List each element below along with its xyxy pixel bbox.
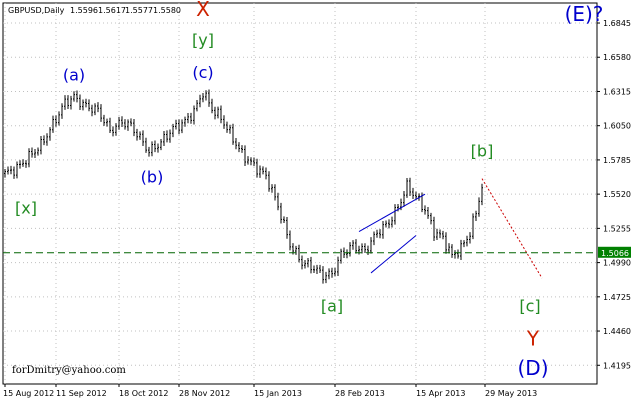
wave-label: (c)	[192, 63, 213, 82]
y-tick-label: 1.5255	[603, 224, 631, 233]
overlay-layer: 1.5066	[3, 178, 631, 279]
y-tick-label: 1.5785	[603, 156, 631, 165]
x-tick-label: 28 Nov 2012	[179, 389, 230, 398]
wave-label: (E)?	[565, 2, 604, 26]
y-tick-label: 1.6050	[603, 122, 631, 131]
x-tick-label: 29 May 2013	[485, 389, 537, 398]
chart-header-high: 1.5617	[98, 6, 126, 15]
x-tick-label: 28 Feb 2013	[335, 389, 385, 398]
axis-layer: 1.6845 1.6580 1.6315 1.6050 1.5785 1.5520 1.52…	[3, 19, 631, 398]
plot-frame	[2, 2, 598, 385]
chart-header-close: 1.5580	[153, 6, 181, 15]
y-tick-label: 1.4990	[603, 259, 631, 268]
author-watermark: forDmitry@yahoo.com	[12, 365, 126, 376]
chart-header-symbol: GBPUSD,Daily	[8, 6, 65, 15]
y-tick-label: 1.4460	[603, 327, 631, 336]
x-tick-label: 18 Oct 2012	[119, 389, 168, 398]
support-price-badge	[598, 246, 631, 258]
wave-label: (b)	[141, 168, 164, 187]
chart-header-open: 1.5596	[70, 6, 98, 15]
x-tick-label: 11 Sep 2012	[56, 389, 107, 398]
y-tick-label: 1.5520	[603, 190, 631, 199]
channel-upper-line	[358, 193, 426, 233]
channel-lower-line	[370, 235, 417, 274]
y-tick-label: 1.4195	[603, 361, 631, 370]
wave-label: (D)	[517, 356, 548, 380]
wave-label: [y]	[192, 31, 214, 50]
label-layer: X [y] (c) (a) (b) [x] [a] [b] [c] Y (D) (E)?	[15, 0, 603, 380]
support-price-label: 1.5066	[601, 249, 629, 258]
wave-label: [c]	[519, 297, 540, 316]
y-tick-label: 1.6845	[603, 19, 631, 28]
grid-layer	[3, 3, 597, 384]
x-tick-label: 15 Jan 2013	[254, 389, 302, 398]
y-tick-label: 1.6315	[603, 87, 631, 96]
chart-header-low: 1.5577	[125, 6, 153, 15]
x-tick-label: 15 Apr 2013	[416, 389, 465, 398]
wave-label: [b]	[471, 142, 494, 161]
wave-label: [a]	[321, 297, 343, 316]
wave-label: (a)	[63, 65, 85, 84]
wave-label: X	[196, 0, 210, 21]
projection-line	[481, 178, 543, 279]
y-tick-label: 1.6580	[603, 53, 631, 62]
wave-label: Y	[526, 326, 540, 350]
y-tick-label: 1.4725	[603, 293, 631, 302]
candle-layer	[4, 89, 483, 284]
wave-label: [x]	[15, 199, 37, 218]
x-tick-label: 15 Aug 2012	[3, 389, 54, 398]
